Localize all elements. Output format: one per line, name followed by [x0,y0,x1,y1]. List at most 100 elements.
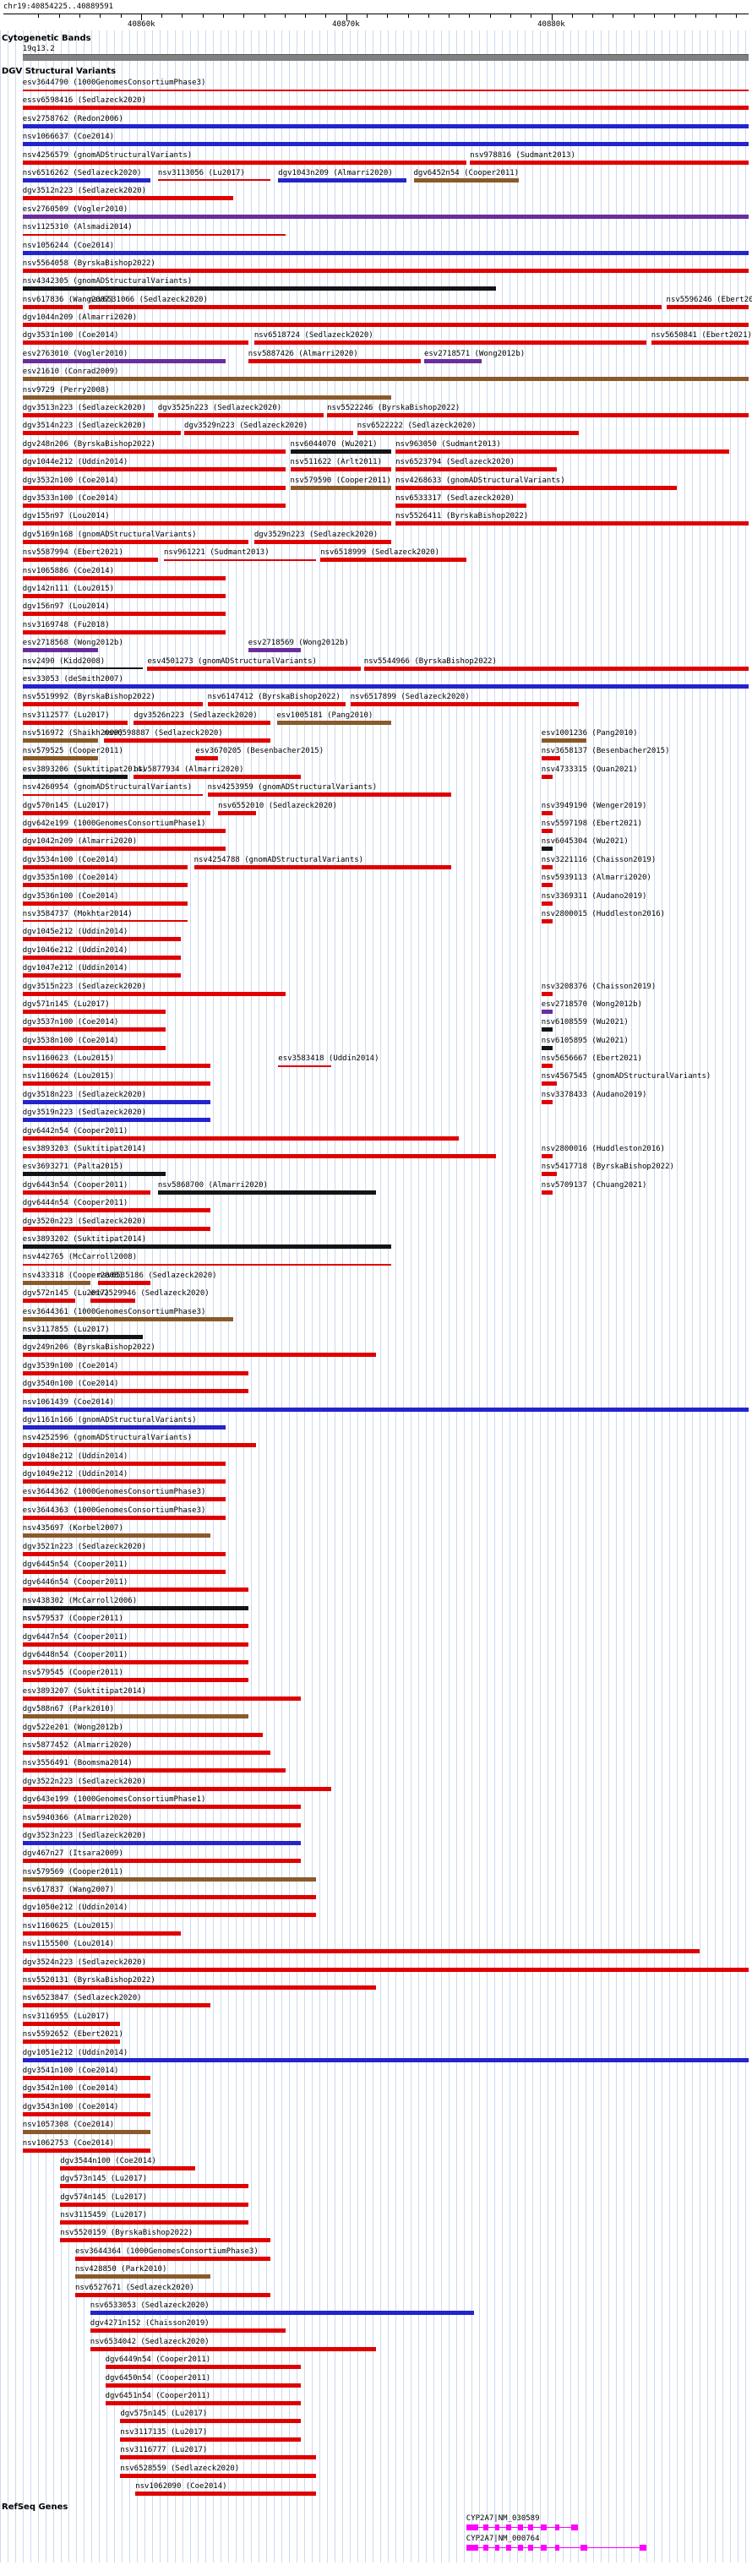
variant-bar[interactable] [22,1913,316,1918]
gene-exon[interactable] [554,2524,560,2531]
variant-label[interactable]: dgv467n27 (Itsara2009) [22,1849,123,1859]
variant-label[interactable]: nsv3116777 (Lu2017) [120,2446,208,2455]
gene-exon[interactable] [494,2524,499,2531]
variant-bar[interactable] [89,304,662,309]
variant-bar[interactable] [22,431,181,436]
variant-bar[interactable] [22,738,98,743]
variant-label[interactable]: dgv6445n54 (Cooper2011) [22,1560,128,1570]
variant-label[interactable]: esv4501273 (gnomADStructuralVariants) [147,656,317,666]
variant-bar[interactable] [22,2130,150,2135]
variant-bar[interactable] [22,286,497,291]
gene-label[interactable]: CYP2A7|NM_000764 [466,2535,540,2544]
variant-bar[interactable] [350,702,580,707]
variant-label[interactable]: dgv6452n54 (Cooper2011) [413,168,520,177]
variant-label[interactable]: nsv1062753 (Coe2014) [22,2138,115,2148]
variant-label[interactable]: dgv522e201 (Wong2012b) [22,1723,123,1732]
gene-exon[interactable] [483,2524,489,2531]
variant-label[interactable]: esv3644363 (1000GenomesConsortiumPhase3) [22,1506,206,1515]
variant-bar[interactable] [120,2455,316,2460]
variant-label[interactable]: dgv575n145 (Lu2017) [120,2410,208,2419]
variant-label[interactable]: nsv4252596 (gnomADStructuralVariants) [22,1434,193,1443]
variant-label[interactable]: nsv6522222 (Sedlazeck2020) [357,422,477,431]
variant-bar[interactable] [253,539,391,544]
variant-label[interactable]: nsv5520159 (ByrskaBishop2022) [60,2229,193,2238]
variant-label[interactable]: nsv438302 (McCarroll2006) [22,1596,138,1605]
variant-bar[interactable] [75,2256,271,2261]
variant-bar[interactable] [413,177,520,182]
variant-bar[interactable] [22,1732,264,1737]
variant-bar[interactable] [22,1027,166,1032]
variant-bar[interactable] [60,2165,196,2170]
variant-label[interactable]: dgv573n145 (Lu2017) [60,2175,148,2184]
variant-bar[interactable] [90,1299,136,1304]
variant-bar[interactable] [22,142,749,147]
variant-label[interactable]: nsv428850 (Park2010) [75,2265,167,2274]
variant-label[interactable]: esv3644364 (1000GenomesConsortiumPhase3) [75,2247,259,2256]
variant-label[interactable]: nsv6598887 (Sedlazeck2020) [103,729,223,738]
variant-label[interactable]: esv21610 (Conrad2009) [22,368,119,377]
variant-bar[interactable] [22,340,248,346]
variant-label[interactable]: dgv3526n223 (Sedlazeck2020) [134,711,258,720]
variant-label[interactable]: nsv5544966 (ByrskaBishop2022) [363,656,497,666]
variant-label[interactable]: nsv5650841 (Ebert2021) [651,331,752,340]
variant-label[interactable]: dgv6442n54 (Cooper2011) [22,1126,128,1136]
variant-label[interactable]: nsv5709137 (Chuang2021) [541,1180,647,1190]
variant-bar[interactable] [22,1768,286,1773]
variant-bar[interactable] [22,1570,226,1575]
variant-bar[interactable] [22,1226,211,1231]
variant-bar[interactable] [22,123,749,128]
variant-bar[interactable] [22,1045,166,1050]
variant-label[interactable]: nsv617836 (Wang2007) [22,295,115,304]
variant-label[interactable]: dgv3544n100 (Coe2014) [60,2156,156,2165]
variant-bar[interactable] [541,1064,553,1069]
variant-label[interactable]: nsv3949190 (Wenger2019) [541,801,647,810]
variant-bar[interactable] [22,829,226,834]
variant-label[interactable]: nsv6044070 (Wu2021) [290,439,378,449]
variant-bar[interactable] [60,2238,271,2243]
variant-label[interactable]: dgv3531n100 (Coe2014) [22,331,119,340]
variant-label[interactable]: dgv1161n166 (gnomADStructuralVariants) [22,1415,197,1424]
variant-label[interactable]: nsv3584737 (Mokhtar2014) [22,909,133,918]
variant-bar[interactable] [22,358,226,363]
variant-label[interactable]: nsv6523847 (Sedlazeck2020) [22,1994,142,2003]
variant-label[interactable]: dgv588n67 (Park2010) [22,1705,115,1714]
variant-label[interactable]: nsv516972 (Shaikh2009) [22,729,123,738]
variant-bar[interactable] [195,756,219,761]
variant-bar[interactable] [541,918,553,923]
variant-label[interactable]: nsv963050 (Sudmant2013) [395,439,501,449]
variant-bar[interactable] [60,2202,248,2207]
variant-label[interactable]: dgv4271n152 (Chaisson2019) [90,2319,210,2328]
variant-bar[interactable] [22,1750,271,1755]
variant-bar[interactable] [22,1967,749,1972]
variant-bar[interactable] [157,1190,376,1195]
variant-bar[interactable] [22,558,158,563]
variant-label[interactable]: nsv961221 (Sudmant2013) [164,548,270,558]
variant-bar[interactable] [157,179,271,182]
variant-bar[interactable] [290,449,391,454]
variant-bar[interactable] [22,89,749,91]
variant-label[interactable]: dgv3537n100 (Coe2014) [22,1018,119,1027]
variant-label[interactable]: dgv3529n223 (Sedlazeck2020) [253,530,379,539]
variant-label[interactable]: dgv3520n223 (Sedlazeck2020) [22,1217,146,1226]
variant-bar[interactable] [22,1389,248,1394]
variant-bar[interactable] [207,792,451,798]
variant-bar[interactable] [22,395,391,400]
variant-label[interactable]: nsv3658137 (Besenbacher2015) [541,747,670,756]
variant-label[interactable]: dgv5169n168 (gnomADStructuralVariants) [22,530,197,539]
variant-bar[interactable] [541,1009,553,1014]
variant-label[interactable]: dgv1044n209 (Almarri2020) [22,313,138,323]
variant-label[interactable]: nsv6105895 (Wu2021) [541,1036,629,1045]
variant-label[interactable]: nsv6045304 (Wu2021) [541,837,629,847]
variant-bar[interactable] [22,1497,226,1502]
variant-label[interactable]: nsv5519992 (ByrskaBishop2022) [22,693,155,702]
variant-label[interactable]: dgv1042n209 (Almarri2020) [22,837,138,847]
variant-label[interactable]: nsv5877934 (Almarri2020) [134,765,244,774]
variant-label[interactable]: nsv435697 (Korbel2007) [22,1524,123,1533]
variant-label[interactable]: dgv248n206 (ByrskaBishop2022) [22,439,155,449]
variant-bar[interactable] [423,358,482,363]
variant-bar[interactable] [22,648,98,653]
variant-bar[interactable] [75,2292,271,2297]
variant-label[interactable]: dgv6446n54 (Cooper2011) [22,1578,128,1588]
variant-label[interactable]: nsv6533317 (Sedlazeck2020) [395,493,515,503]
variant-bar[interactable] [541,1190,553,1195]
